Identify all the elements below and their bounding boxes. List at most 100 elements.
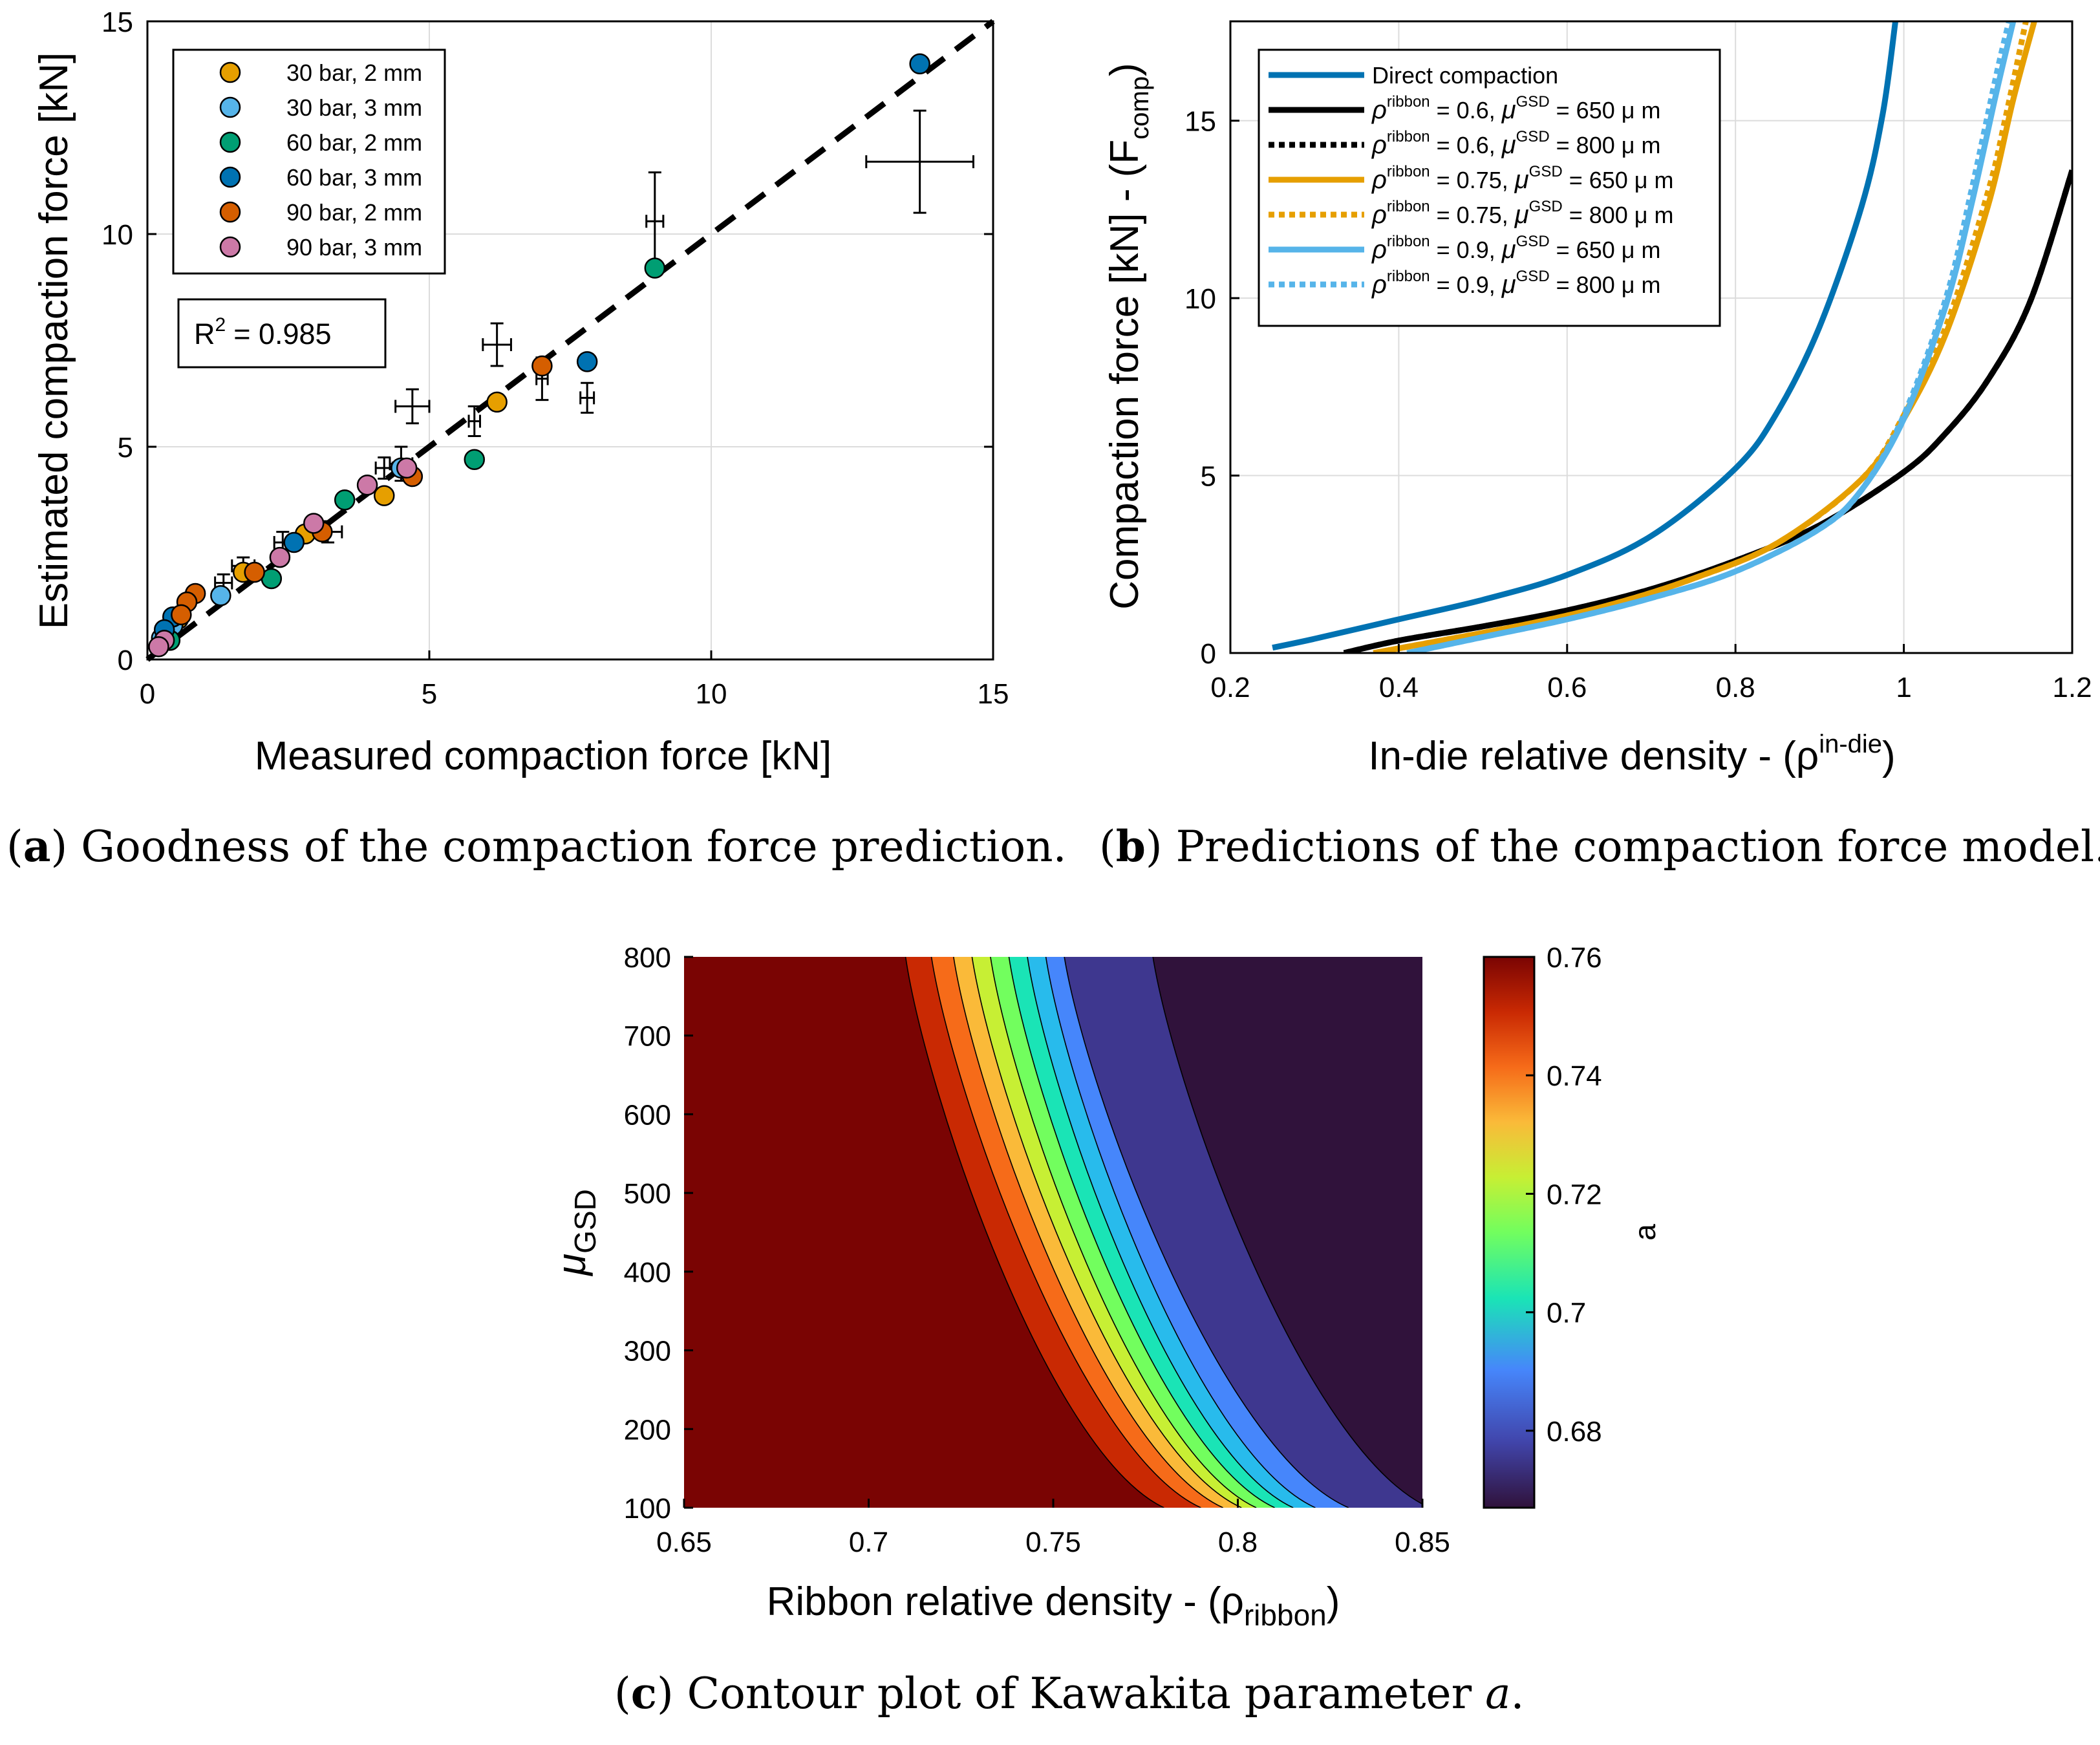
chart-c-xlabel: Ribbon relative density - (ρribbon)	[767, 1579, 1340, 1632]
chart-a-legend-box	[172, 48, 446, 275]
chart-a-point	[269, 546, 291, 568]
chart-a-r2-text: R2 = 0.985	[194, 314, 332, 350]
chart-c-colorbar	[1483, 956, 1536, 1509]
chart-a-legend-marker	[219, 61, 241, 83]
chart-b-xtick-label: 0.8	[1716, 672, 1755, 703]
chart-a-legend-marker	[219, 166, 241, 188]
chart-b: 0.2 0.4 0.6 0.8 1 1.2 0 5 10 15 Direct compaction…	[1102, 20, 2092, 778]
chart-a-error-bar	[645, 171, 665, 272]
chart-b-series-line	[1343, 169, 2072, 653]
chart-c-xtick-label: 0.7	[849, 1526, 888, 1558]
chart-a-legend-marker	[219, 201, 241, 223]
chart-c-contour-line	[1045, 957, 1316, 1508]
chart-b-ytick-label: 15	[1184, 106, 1216, 138]
chart-b-xtick-label: 0.2	[1210, 672, 1250, 703]
chart-a-legend-label: 60 bar, 3 mm	[286, 164, 422, 191]
chart-c-contour-band	[1009, 957, 1294, 1508]
chart-b-series-line	[1272, 21, 1899, 651]
chart-c-ytick-label: 200	[624, 1414, 671, 1446]
chart-a-point	[644, 257, 666, 279]
chart-a-error-bar	[482, 322, 512, 367]
chart-a-xtick-label: 0	[140, 678, 155, 710]
chart-c-contour-line	[971, 957, 1242, 1508]
chart-a-xlabel: Measured compaction force [kN]	[255, 734, 832, 778]
chart-a: 0 5 10 15 0 5 10 15 30 bar, 2 mm 30 bar, 3 mm 60 …	[32, 6, 1009, 778]
chart-a-ylabel: Estimated compaction force [kN]	[32, 52, 76, 629]
chart-c-contour-line	[953, 957, 1223, 1508]
chart-b-xtick-label: 1.2	[2052, 672, 2092, 703]
chart-c-ytick-label: 500	[624, 1178, 671, 1210]
chart-a-point	[283, 531, 305, 553]
chart-c-xtick-label: 0.8	[1218, 1526, 1258, 1558]
chart-c-contour-band	[1153, 957, 1422, 1508]
chart-a-point	[210, 585, 231, 606]
chart-b-legend-label: ρribbon = 0.6, μGSD = 650 μ m	[1371, 93, 1660, 124]
chart-c-colorbar-tick-label: 0.68	[1547, 1416, 1602, 1448]
chart-b-ticks: 0.2 0.4 0.6 0.8 1 1.2 0 5 10 15	[1184, 106, 2092, 703]
chart-a-point	[396, 457, 418, 479]
chart-a-identity-line	[145, 19, 995, 662]
chart-c-contour-line	[905, 957, 1164, 1508]
chart-c-colorbar-ticks: 0.68 0.7 0.72 0.74 0.76	[1526, 942, 1602, 1448]
chart-b-xtick-label: 0.6	[1547, 672, 1587, 703]
chart-c: 0.65 0.7 0.75 0.8 0.85 100 200 300 400 500 600 700 8…	[550, 942, 1662, 1632]
chart-c-contour-line	[1008, 957, 1275, 1508]
chart-c-xtick-label: 0.75	[1025, 1526, 1081, 1558]
chart-c-contour-band	[953, 957, 1242, 1508]
chart-a-legend-label: 30 bar, 3 mm	[286, 94, 422, 121]
chart-b-series-line	[1373, 21, 2029, 653]
chart-c-colorbar-tick-label: 0.7	[1547, 1298, 1586, 1329]
chart-c-xtick-label: 0.85	[1395, 1526, 1450, 1558]
chart-a-xtick-label: 5	[422, 678, 437, 710]
chart-b-legend-label: ρribbon = 0.9, μGSD = 650 μ m	[1371, 233, 1660, 264]
chart-c-ytick-label: 100	[624, 1493, 671, 1525]
chart-b-series-line	[1406, 21, 2017, 653]
chart-c-ytick-label: 700	[624, 1021, 671, 1053]
chart-c-colorbar-tick-label: 0.74	[1547, 1060, 1602, 1092]
chart-c-contour-line	[1152, 957, 1422, 1505]
chart-b-ytick-label: 5	[1201, 461, 1216, 493]
chart-c-contour-line	[1027, 957, 1294, 1508]
chart-b-ytick-label: 10	[1184, 283, 1216, 315]
chart-c-ytick-label: 800	[624, 942, 671, 974]
chart-b-ytick-label: 0	[1201, 638, 1216, 670]
chart-a-point	[464, 449, 486, 470]
caption-b: (b) Predictions of the compaction force …	[1099, 821, 2100, 872]
caption-a: (a) Goodness of the compaction force pre…	[6, 821, 1067, 872]
chart-a-point	[486, 391, 508, 413]
chart-a-error-bar	[865, 109, 974, 214]
chart-a-point	[171, 604, 192, 626]
chart-b-xlabel: In-die relative density - (ρin-die)	[1368, 730, 1895, 778]
chart-b-lines	[1272, 21, 2072, 653]
chart-a-r2-box: R2 = 0.985	[177, 298, 387, 369]
chart-b-legend-label: ρribbon = 0.9, μGSD = 800 μ m	[1371, 268, 1660, 299]
chart-c-ytick-label: 300	[624, 1336, 671, 1367]
chart-a-legend-label: 60 bar, 2 mm	[286, 129, 422, 156]
chart-a-xtick-label: 10	[696, 678, 727, 710]
chart-a-point	[576, 351, 598, 372]
chart-c-contour-line	[930, 957, 1201, 1508]
chart-a-legend-label: 90 bar, 2 mm	[286, 199, 422, 226]
chart-a-legend-marker	[219, 131, 241, 153]
chart-b-xtick-label: 0.4	[1379, 672, 1419, 703]
chart-b-legend-label: ρribbon = 0.6, μGSD = 800 μ m	[1371, 128, 1660, 159]
chart-a-points	[148, 53, 930, 658]
chart-a-axes-box	[146, 20, 994, 661]
chart-a-legend-label: 90 bar, 3 mm	[286, 234, 422, 261]
chart-c-contour-regions	[684, 957, 1422, 1508]
chart-c-contour-band	[972, 957, 1257, 1508]
chart-a-legend-marker	[219, 236, 241, 258]
chart-c-ylabel: μGSD	[550, 1189, 602, 1277]
chart-a-legend-marker	[219, 96, 241, 118]
chart-b-axes-box	[1229, 20, 2073, 654]
chart-c-ticks: 0.65 0.7 0.75 0.8 0.85 100 200 300 400 500 600 700 8…	[624, 942, 1450, 1558]
chart-c-colorbar-label: a	[1628, 1224, 1662, 1241]
chart-a-error-bar	[394, 388, 431, 425]
chart-a-point	[334, 489, 356, 511]
chart-a-point	[531, 355, 553, 377]
chart-c-contour-band	[990, 957, 1275, 1508]
caption-c: (c) Contour plot of Kawakita parameter a…	[614, 1668, 1525, 1718]
chart-c-contour-line	[1064, 957, 1349, 1508]
chart-a-point	[356, 474, 378, 496]
chart-a-ytick-label: 15	[102, 6, 133, 38]
